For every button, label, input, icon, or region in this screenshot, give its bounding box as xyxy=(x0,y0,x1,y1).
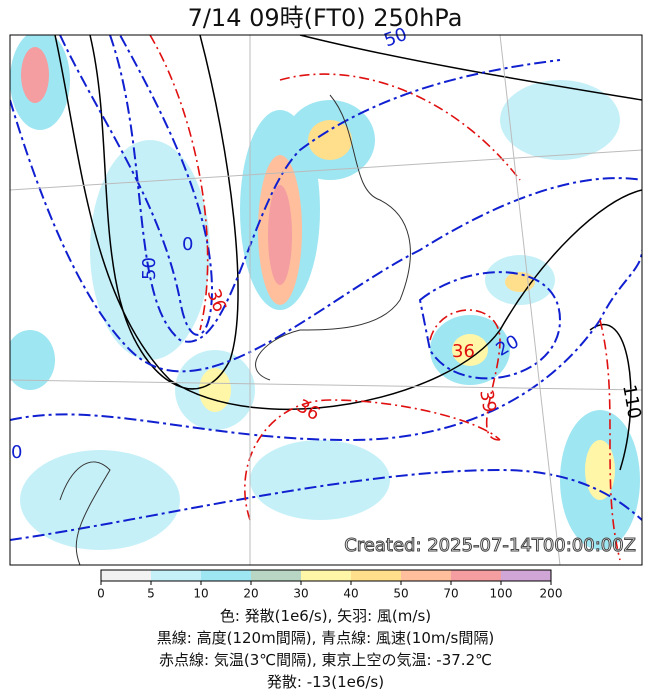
colorbar-tick-label: 30 xyxy=(293,587,308,601)
colorbar-tick-label: 0 xyxy=(97,587,105,601)
caption-line: 赤点線: 気温(3℃間隔), 東京上空の気温: -37.2℃ xyxy=(159,651,492,669)
title: 7/14 09時(FT0) 250hPa xyxy=(188,4,463,32)
colorbar-segment xyxy=(451,570,501,581)
colorbar-tick-label: 20 xyxy=(243,587,258,601)
colorbar-segment xyxy=(101,570,151,581)
colorbar-tick-label: 10 xyxy=(193,587,208,601)
colorbar-segment xyxy=(201,570,251,581)
colorbar-segment xyxy=(501,570,551,581)
colorbar-segment xyxy=(301,570,351,581)
map: 50 50 0 36 36 36 39 20 0 110 Created: 20… xyxy=(9,24,645,566)
contour-label: 50 xyxy=(139,257,160,280)
colorbar-tick-label: 5 xyxy=(147,587,155,601)
caption-line: 黒線: 高度(120m間隔), 青点線: 風速(10m/s間隔) xyxy=(156,629,495,647)
created-stamp: Created: 2025-07-14T00:00:00Z xyxy=(344,535,636,556)
map-frame xyxy=(9,34,643,566)
contour-label: 0 xyxy=(11,442,22,463)
contours xyxy=(10,35,642,565)
caption-line: 発散: -13(1e6/s) xyxy=(266,673,385,691)
colorbar-tick-label: 100 xyxy=(490,587,513,601)
contour-label: 39 xyxy=(475,388,500,414)
colorbar-segment xyxy=(351,570,401,581)
colorbar-segment xyxy=(151,570,201,581)
colorbar-tick-label: 40 xyxy=(343,587,358,601)
colorbar-tick-label: 200 xyxy=(540,587,563,601)
contour-label: 36 xyxy=(452,341,475,362)
colorbar-tick-label: 50 xyxy=(393,587,408,601)
colorbar-frame xyxy=(100,569,552,582)
colorbar-tick-label: 70 xyxy=(443,587,458,601)
colorbar-segment xyxy=(401,570,451,581)
colorbar-segment xyxy=(251,570,301,581)
caption-line: 色: 発散(1e6/s), 矢羽: 風(m/s) xyxy=(219,607,432,625)
colorbar: 0 5 10 20 30 40 50 70 100 200 xyxy=(97,569,563,601)
contour-label: 0 xyxy=(182,234,193,255)
